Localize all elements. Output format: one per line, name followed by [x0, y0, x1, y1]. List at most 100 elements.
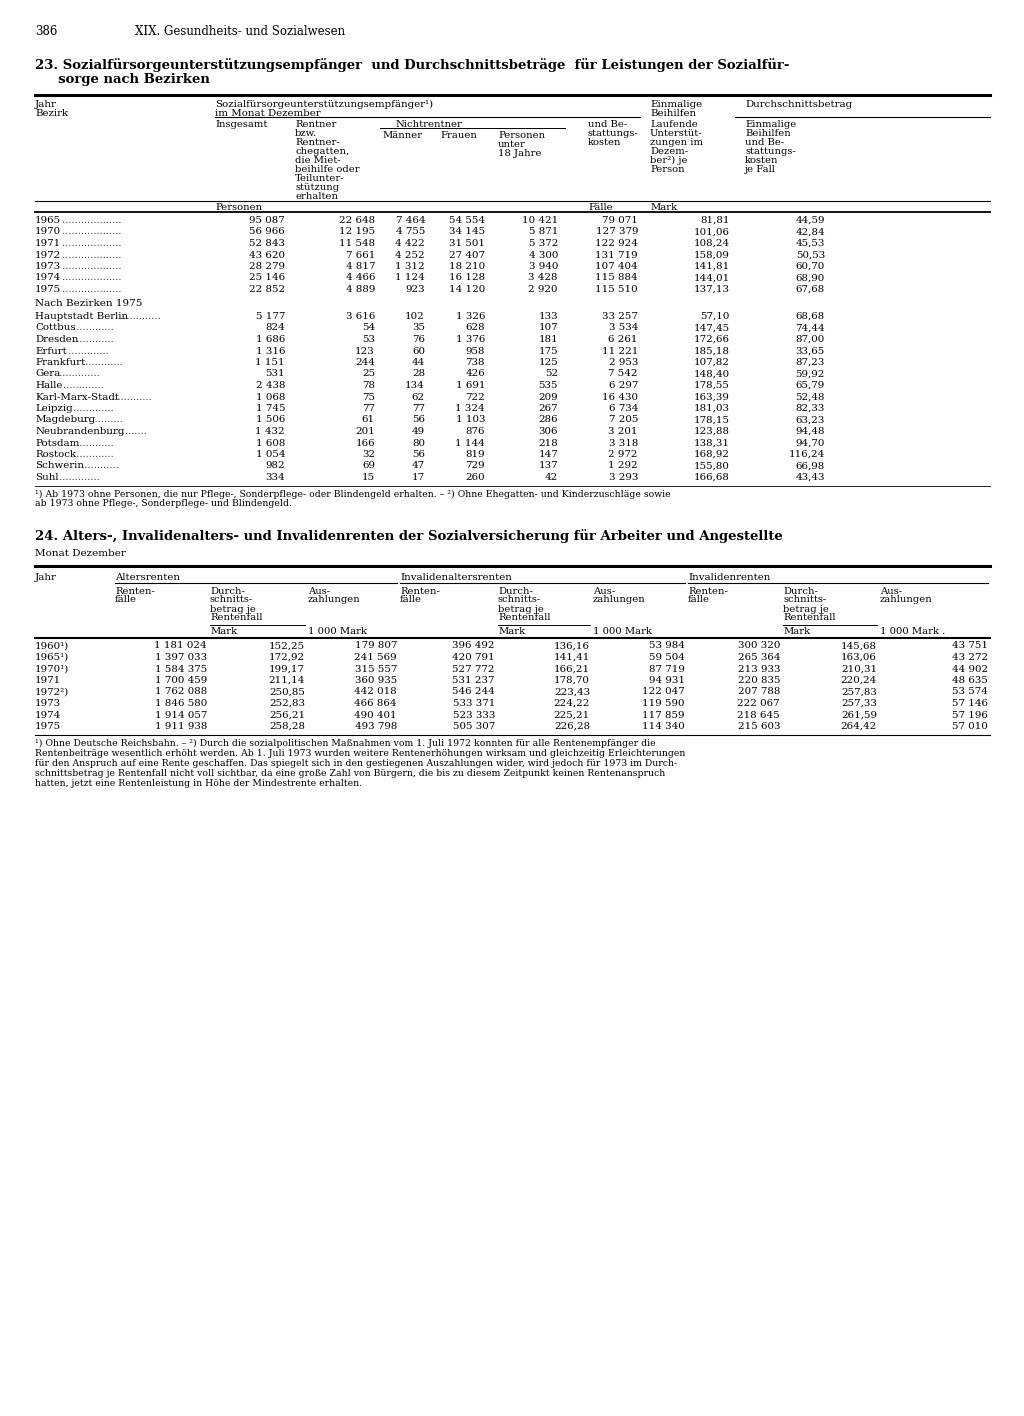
Text: für den Anspruch auf eine Rente geschaffen. Das spiegelt sich in den gestiegenen: für den Anspruch auf eine Rente geschaff… [35, 759, 677, 767]
Text: 119 590: 119 590 [642, 700, 685, 708]
Text: 3 616: 3 616 [346, 312, 375, 321]
Text: 122 924: 122 924 [595, 239, 638, 248]
Text: 50,53: 50,53 [796, 251, 825, 259]
Text: Invalidenrenten: Invalidenrenten [688, 573, 770, 582]
Text: Frankfurt: Frankfurt [35, 358, 85, 367]
Text: zahlungen: zahlungen [880, 596, 933, 605]
Text: 61: 61 [361, 415, 375, 425]
Text: 166,21: 166,21 [554, 664, 590, 674]
Text: 222 067: 222 067 [737, 700, 780, 708]
Text: 628: 628 [465, 323, 485, 333]
Text: 426: 426 [465, 370, 485, 378]
Text: 34 145: 34 145 [449, 228, 485, 236]
Text: 1 144: 1 144 [456, 439, 485, 447]
Text: Rentenfall: Rentenfall [498, 613, 551, 623]
Text: 28 279: 28 279 [249, 262, 285, 270]
Text: Dezem-: Dezem- [650, 147, 688, 156]
Text: 87,00: 87,00 [796, 336, 825, 344]
Text: 1960¹): 1960¹) [35, 641, 70, 650]
Text: 223,43: 223,43 [554, 688, 590, 697]
Text: Aus-: Aus- [593, 586, 615, 596]
Text: 218: 218 [539, 439, 558, 447]
Text: 527 772: 527 772 [453, 664, 495, 674]
Text: 60: 60 [412, 347, 425, 355]
Text: 74,44: 74,44 [796, 323, 825, 333]
Text: 43 272: 43 272 [952, 653, 988, 663]
Text: Einmalige: Einmalige [650, 101, 702, 109]
Text: Durch-: Durch- [498, 586, 532, 596]
Text: Fälle: Fälle [588, 202, 612, 212]
Text: ...................: ................... [58, 262, 121, 270]
Text: .............: ............. [108, 392, 152, 402]
Text: 2 953: 2 953 [608, 358, 638, 367]
Text: 42,84: 42,84 [796, 228, 825, 236]
Text: 250,85: 250,85 [269, 688, 305, 697]
Text: 3 318: 3 318 [608, 439, 638, 447]
Text: ber²) je: ber²) je [650, 156, 687, 166]
Text: 4 755: 4 755 [395, 228, 425, 236]
Text: 125: 125 [539, 358, 558, 367]
Text: Aus-: Aus- [308, 586, 330, 596]
Text: 11 221: 11 221 [602, 347, 638, 355]
Text: 1 000 Mark: 1 000 Mark [593, 627, 652, 637]
Text: ...................: ................... [58, 285, 121, 295]
Text: 1 397 033: 1 397 033 [155, 653, 207, 663]
Text: 62: 62 [412, 392, 425, 402]
Text: 923: 923 [406, 285, 425, 295]
Text: stützung: stützung [295, 183, 339, 193]
Text: 6 297: 6 297 [608, 381, 638, 389]
Text: 33,65: 33,65 [796, 347, 825, 355]
Text: 260: 260 [465, 473, 485, 481]
Text: 531: 531 [265, 370, 285, 378]
Text: Karl-Marx-Stadt: Karl-Marx-Stadt [35, 392, 119, 402]
Text: Rentenfall: Rentenfall [210, 613, 262, 623]
Text: 7 661: 7 661 [346, 251, 375, 259]
Text: 3 940: 3 940 [528, 262, 558, 270]
Text: 57 146: 57 146 [952, 700, 988, 708]
Text: Rentner: Rentner [295, 120, 336, 129]
Text: 168,92: 168,92 [694, 450, 730, 459]
Text: 54 554: 54 554 [449, 217, 485, 225]
Text: 1 691: 1 691 [456, 381, 485, 389]
Text: Rentenfall: Rentenfall [783, 613, 836, 623]
Text: 201: 201 [355, 428, 375, 436]
Text: 3 293: 3 293 [608, 473, 638, 481]
Text: 33 257: 33 257 [602, 312, 638, 321]
Text: 257,83: 257,83 [841, 688, 877, 697]
Text: ...................: ................... [58, 217, 121, 225]
Text: 261,59: 261,59 [841, 711, 877, 719]
Text: zahlungen: zahlungen [308, 596, 360, 605]
Text: je Fall: je Fall [745, 166, 776, 174]
Text: 396 492: 396 492 [453, 641, 495, 650]
Text: 1965: 1965 [35, 217, 61, 225]
Text: 5 177: 5 177 [256, 312, 285, 321]
Text: Rentenbeiträge wesentlich erhöht werden. Ab 1. Juli 1973 wurden weitere Rentener: Rentenbeiträge wesentlich erhöht werden.… [35, 749, 685, 758]
Text: 1 103: 1 103 [456, 415, 485, 425]
Text: schnitts-: schnitts- [210, 596, 253, 605]
Text: ...................: ................... [58, 273, 121, 283]
Text: 80: 80 [412, 439, 425, 447]
Text: 1 151: 1 151 [255, 358, 285, 367]
Text: 241 569: 241 569 [354, 653, 397, 663]
Text: 81,81: 81,81 [700, 217, 730, 225]
Text: Renten-: Renten- [115, 586, 155, 596]
Text: 224,22: 224,22 [554, 700, 590, 708]
Text: 265 364: 265 364 [737, 653, 780, 663]
Text: 505 307: 505 307 [453, 722, 495, 731]
Text: 7 542: 7 542 [608, 370, 638, 378]
Text: 6 261: 6 261 [608, 336, 638, 344]
Text: 1 000 Mark .: 1 000 Mark . [880, 627, 945, 637]
Text: Invalidenaltersrenten: Invalidenaltersrenten [400, 573, 512, 582]
Text: 876: 876 [466, 428, 485, 436]
Text: 466 864: 466 864 [354, 700, 397, 708]
Text: 31 501: 31 501 [449, 239, 485, 248]
Text: stattungs-: stattungs- [588, 129, 639, 137]
Text: 1 700 459: 1 700 459 [155, 675, 207, 685]
Text: schnitts-: schnitts- [783, 596, 826, 605]
Text: 729: 729 [465, 462, 485, 470]
Text: 54: 54 [361, 323, 375, 333]
Text: 133: 133 [539, 312, 558, 321]
Text: 1 584 375: 1 584 375 [155, 664, 207, 674]
Text: 67,68: 67,68 [796, 285, 825, 295]
Text: 60,70: 60,70 [796, 262, 825, 270]
